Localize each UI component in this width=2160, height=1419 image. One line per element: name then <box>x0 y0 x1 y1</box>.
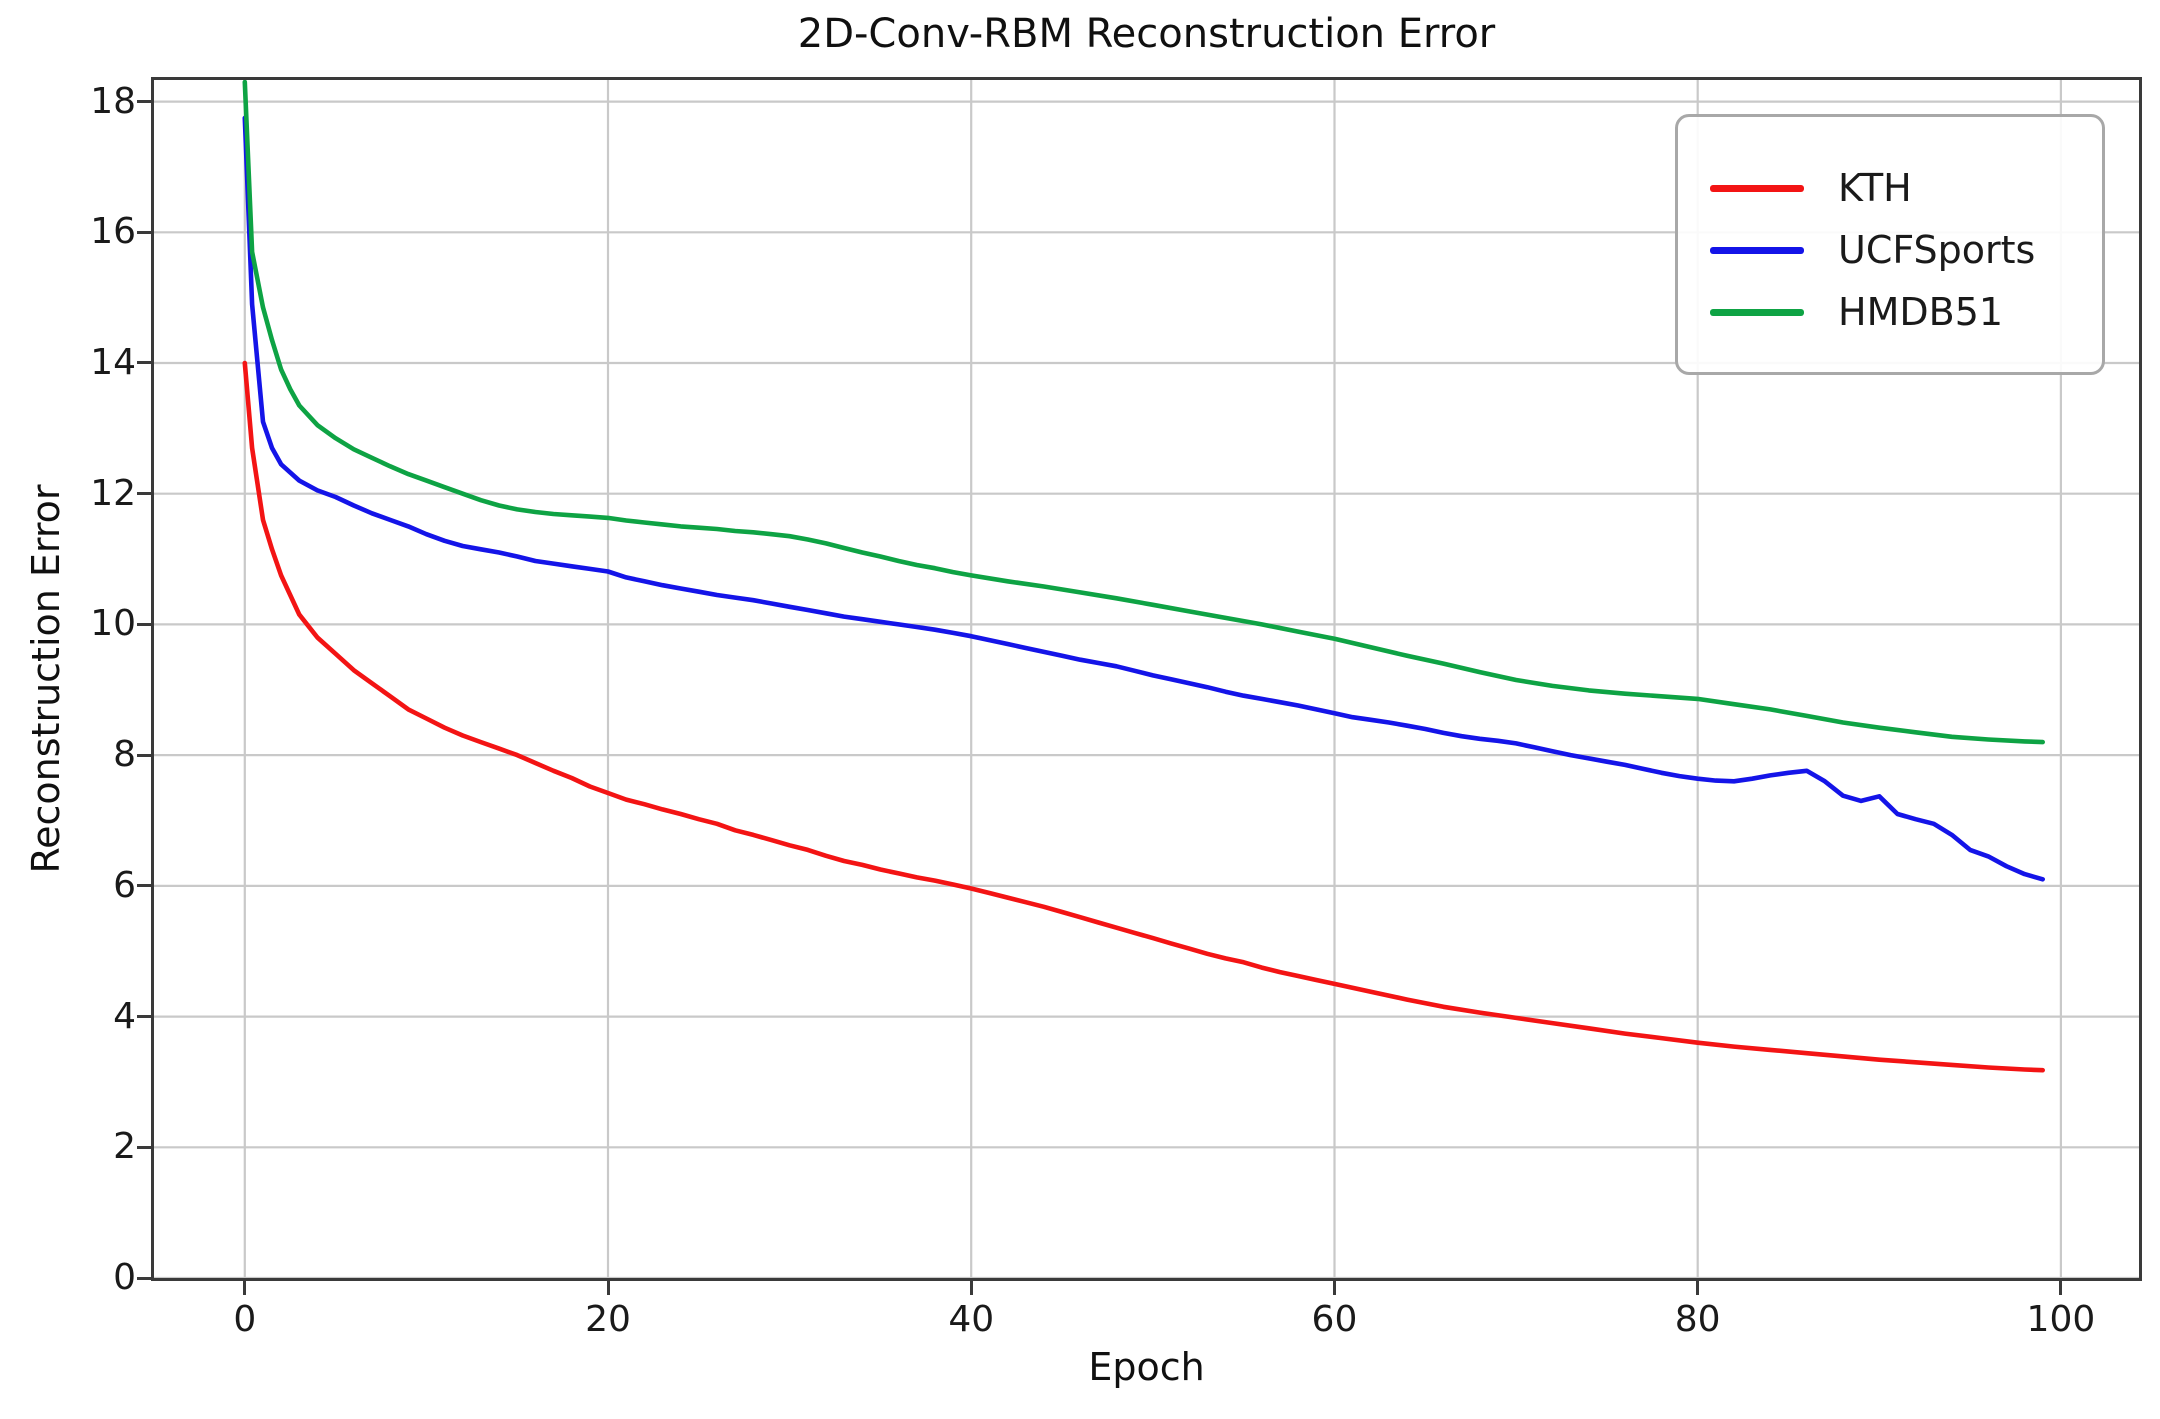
y-tick-mark <box>137 100 151 104</box>
x-axis-label: Epoch <box>1088 1345 1205 1389</box>
y-tick-label: 8 <box>113 734 136 776</box>
x-tick-mark <box>2059 1281 2063 1295</box>
x-tick-mark <box>606 1281 610 1295</box>
y-tick-mark <box>137 361 151 365</box>
y-tick-label: 4 <box>113 995 136 1037</box>
chart-title: 2D-Conv-RBM Reconstruction Error <box>797 11 1496 57</box>
x-tick-label: 60 <box>1311 1299 1358 1340</box>
y-tick-label: 14 <box>90 341 136 383</box>
x-tick-label: 100 <box>2026 1299 2096 1340</box>
y-tick-mark <box>137 622 151 626</box>
x-tick-label: 0 <box>233 1299 257 1340</box>
legend-row-hmdb51: HMDB51 <box>1710 281 2102 343</box>
legend-row-kth: KTH <box>1710 157 2102 219</box>
y-tick-label: 16 <box>90 211 136 253</box>
x-tick-mark <box>1332 1281 1336 1295</box>
legend-line-icon <box>1710 246 1804 254</box>
legend-line-icon <box>1710 184 1804 192</box>
legend-label: HMDB51 <box>1838 290 2004 334</box>
series-line-hmdb51 <box>242 80 2045 745</box>
series-line-kth <box>242 360 2045 1073</box>
x-tick-mark <box>969 1281 973 1295</box>
y-tick-mark <box>137 1015 151 1019</box>
y-tick-label: 12 <box>90 472 136 514</box>
y-tick-label: 18 <box>90 80 136 122</box>
x-tick-mark <box>243 1281 247 1295</box>
legend: KTH UCFSports HMDB51 <box>1675 114 2105 375</box>
series-line-ucfsports <box>242 115 2045 882</box>
y-tick-mark <box>137 1145 151 1149</box>
legend-label: UCFSports <box>1838 228 2036 272</box>
y-tick-mark <box>137 230 151 234</box>
legend-line-icon <box>1710 308 1804 316</box>
x-tick-label: 20 <box>585 1299 631 1340</box>
y-tick-mark <box>137 753 151 757</box>
y-tick-label: 0 <box>113 1257 136 1298</box>
y-tick-label: 10 <box>90 603 136 645</box>
y-axis-label: Reconstruction Error <box>24 484 68 874</box>
y-tick-label: 6 <box>113 864 136 906</box>
y-tick-mark <box>137 492 151 496</box>
y-tick-label: 2 <box>113 1126 136 1168</box>
y-tick-mark <box>137 1276 151 1280</box>
legend-label: KTH <box>1838 166 1912 210</box>
legend-row-ucfsports: UCFSports <box>1710 219 2102 281</box>
chart-canvas <box>154 80 2139 1278</box>
y-tick-mark <box>137 884 151 888</box>
x-tick-label: 40 <box>948 1299 995 1340</box>
x-tick-label: 80 <box>1674 1299 1721 1340</box>
x-tick-mark <box>1696 1281 1700 1295</box>
